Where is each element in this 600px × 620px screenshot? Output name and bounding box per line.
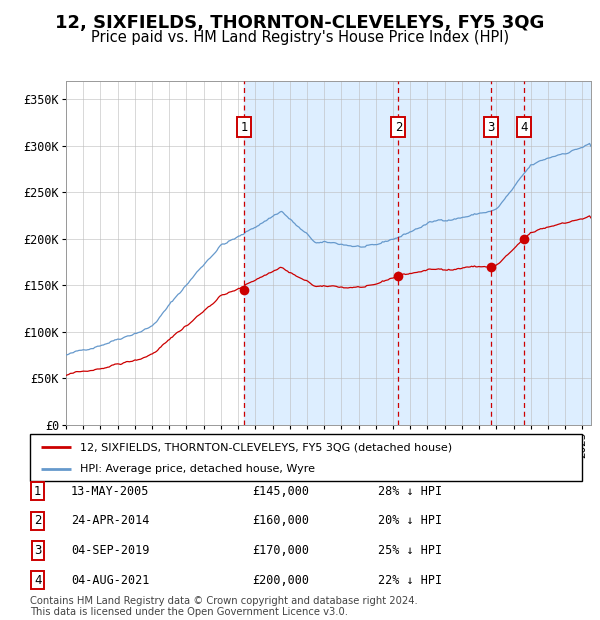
Text: £170,000: £170,000 [252, 544, 309, 557]
Text: 12, SIXFIELDS, THORNTON-CLEVELEYS, FY5 3QG: 12, SIXFIELDS, THORNTON-CLEVELEYS, FY5 3… [55, 14, 545, 32]
Text: 25% ↓ HPI: 25% ↓ HPI [378, 544, 442, 557]
Text: 1: 1 [34, 485, 41, 497]
Text: 24-APR-2014: 24-APR-2014 [71, 515, 149, 527]
Text: 2: 2 [395, 121, 402, 133]
Text: £200,000: £200,000 [252, 574, 309, 587]
FancyBboxPatch shape [30, 434, 582, 481]
Text: 2: 2 [34, 515, 41, 527]
Text: 28% ↓ HPI: 28% ↓ HPI [378, 485, 442, 497]
Text: HPI: Average price, detached house, Wyre: HPI: Average price, detached house, Wyre [80, 464, 314, 474]
Text: 12, SIXFIELDS, THORNTON-CLEVELEYS, FY5 3QG (detached house): 12, SIXFIELDS, THORNTON-CLEVELEYS, FY5 3… [80, 442, 452, 452]
Text: 13-MAY-2005: 13-MAY-2005 [71, 485, 149, 497]
Text: Contains HM Land Registry data © Crown copyright and database right 2024.: Contains HM Land Registry data © Crown c… [30, 596, 418, 606]
Text: £160,000: £160,000 [252, 515, 309, 527]
Text: 4: 4 [520, 121, 527, 133]
Text: 04-AUG-2021: 04-AUG-2021 [71, 574, 149, 587]
Text: Price paid vs. HM Land Registry's House Price Index (HPI): Price paid vs. HM Land Registry's House … [91, 30, 509, 45]
Text: 4: 4 [34, 574, 41, 587]
Text: 20% ↓ HPI: 20% ↓ HPI [378, 515, 442, 527]
Text: 3: 3 [487, 121, 494, 133]
Text: £145,000: £145,000 [252, 485, 309, 497]
Text: 04-SEP-2019: 04-SEP-2019 [71, 544, 149, 557]
Bar [244, 81, 591, 425]
Text: 22% ↓ HPI: 22% ↓ HPI [378, 574, 442, 587]
Text: 3: 3 [34, 544, 41, 557]
Text: 1: 1 [241, 121, 248, 133]
Text: This data is licensed under the Open Government Licence v3.0.: This data is licensed under the Open Gov… [30, 607, 348, 617]
